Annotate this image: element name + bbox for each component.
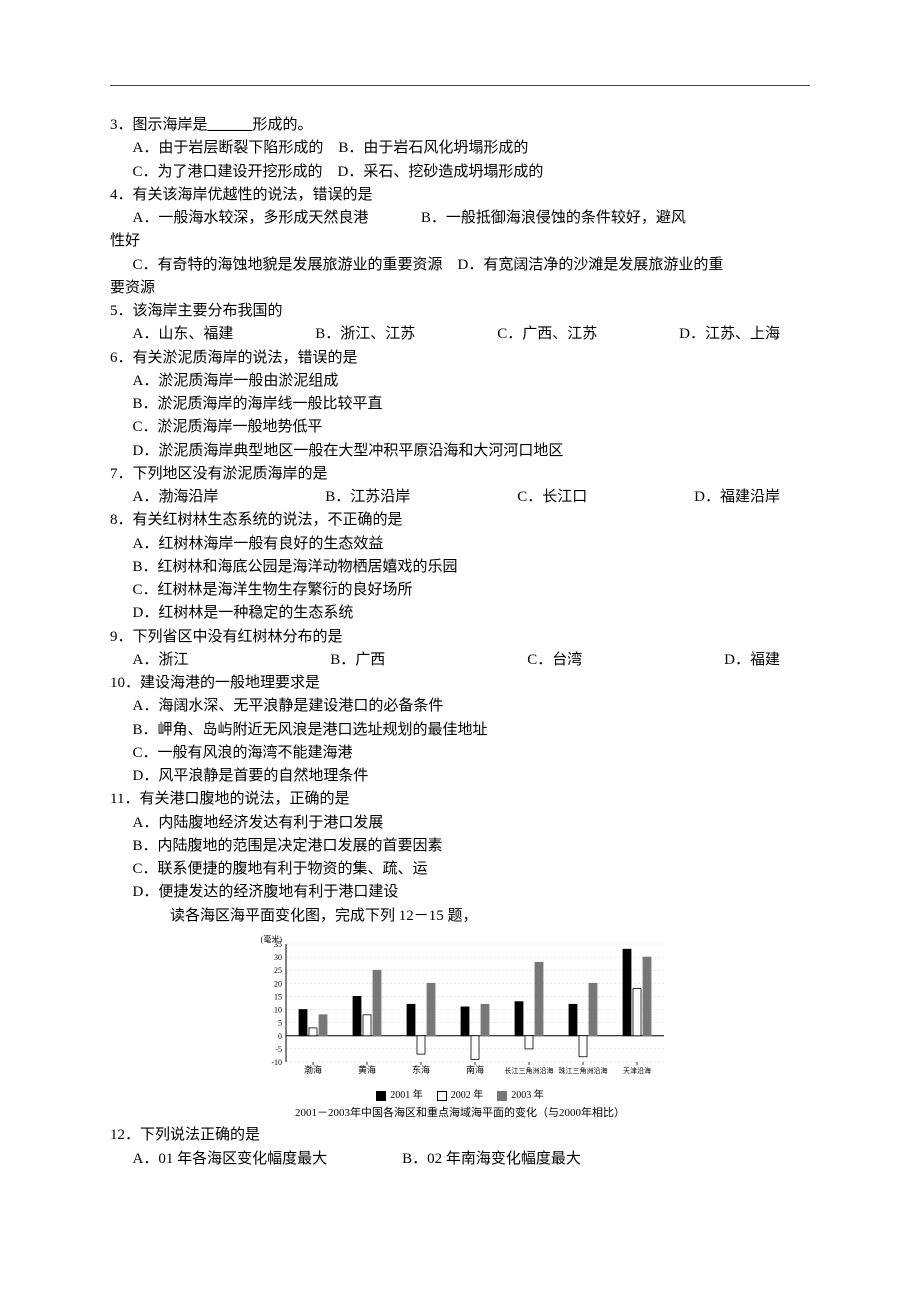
q11-opt-d: D．便捷发达的经济腹地有利于港口建设 bbox=[110, 881, 810, 904]
chart-caption: 2001－2003年中国各海区和重点海域海平面的变化（与2000年相比） bbox=[250, 1107, 670, 1120]
q7-opt-c: C．长江口 bbox=[517, 486, 587, 509]
q9-stem: 9．下列省区中没有红树林分布的是 bbox=[110, 626, 810, 649]
q3-blank: ______ bbox=[208, 117, 253, 133]
page-rule bbox=[110, 85, 810, 86]
q7-opt-a: A．渤海沿岸 bbox=[133, 486, 219, 509]
q9-opt-d: D．福建 bbox=[724, 649, 780, 672]
q6-opt-a: A．淤泥质海岸一般由淤泥组成 bbox=[110, 370, 810, 393]
q12-stem: 12．下列说法正确的是 bbox=[110, 1124, 810, 1147]
svg-text:0: 0 bbox=[278, 1032, 282, 1041]
q11-after: 读各海区海平面变化图，完成下列 12－15 题， bbox=[110, 905, 810, 928]
q3-opt-c: C．为了港口建设开挖形成的 bbox=[133, 164, 323, 180]
q3-stem-prefix: 3．图示海岸是 bbox=[110, 117, 208, 133]
svg-text:(毫米): (毫米) bbox=[261, 934, 283, 944]
q11-opt-b: B．内陆腹地的范围是决定港口发展的首要因素 bbox=[110, 835, 810, 858]
q4-line-ab: A．一般海水较深，多形成天然良港 B．一般抵御海浪侵蚀的条件较好，避风 bbox=[110, 207, 810, 230]
q5-opt-c: C．广西、江苏 bbox=[497, 323, 597, 346]
q12-opt-b: B．02 年南海变化幅度最大 bbox=[402, 1151, 581, 1167]
legend-2001: 2001 年 bbox=[376, 1088, 423, 1104]
q4-line-cd: C．有奇特的海蚀地貌是发展旅游业的重要资源 D．有宽阔洁净的沙滩是发展旅游业的重 bbox=[110, 254, 810, 277]
q5-options: A．山东、福建 B．浙江、江苏 C．广西、江苏 D．江苏、上海 bbox=[110, 323, 810, 346]
q5-opt-a: A．山东、福建 bbox=[133, 323, 234, 346]
q8-stem: 8．有关红树林生态系统的说法，不正确的是 bbox=[110, 509, 810, 532]
q5-opt-b: B．浙江、江苏 bbox=[315, 323, 415, 346]
sea-level-chart-svg: -10-505101520253035(毫米)渤海黄海东海南海长江三角洲沿海珠江… bbox=[250, 934, 670, 1084]
q4-opt-a: A．一般海水较深，多形成天然良港 bbox=[133, 210, 369, 226]
q3-options-line1: A．由于岩层断裂下陷形成的 B．由于岩石风化坍塌形成的 bbox=[110, 137, 810, 160]
q6-opt-b: B．淤泥质海岸的海岸线一般比较平直 bbox=[110, 393, 810, 416]
q8-opt-a: A．红树林海岸一般有良好的生态效益 bbox=[110, 533, 810, 556]
q3-options-line2: C．为了港口建设开挖形成的 D．采石、挖砂造成坍塌形成的 bbox=[110, 161, 810, 184]
q10-stem: 10．建设海港的一般地理要求是 bbox=[110, 672, 810, 695]
q4-d-cont: 要资源 bbox=[110, 277, 810, 300]
q7-stem: 7．下列地区没有淤泥质海岸的是 bbox=[110, 463, 810, 486]
q6-opt-d: D．淤泥质海岸典型地区一般在大型冲积平原沿海和大河河口地区 bbox=[110, 440, 810, 463]
q4-stem: 4．有关该海岸优越性的说法，错误的是 bbox=[110, 184, 810, 207]
q3-opt-b: B．由于岩石风化坍塌形成的 bbox=[338, 140, 528, 156]
q9-opt-b: B．广西 bbox=[330, 649, 385, 672]
svg-text:-5: -5 bbox=[275, 1045, 282, 1054]
q4-opt-b: B．一般抵御海浪侵蚀的条件较好，避风 bbox=[421, 210, 686, 226]
swatch-2003 bbox=[497, 1091, 507, 1101]
svg-text:30: 30 bbox=[274, 953, 282, 962]
legend-2001-label: 2001 年 bbox=[390, 1088, 423, 1104]
swatch-2002 bbox=[437, 1091, 447, 1101]
q10-opt-d: D．风平浪静是首要的自然地理条件 bbox=[110, 765, 810, 788]
q4-opt-d: D．有宽阔洁净的沙滩是发展旅游业的重 bbox=[458, 257, 724, 273]
legend-2002: 2002 年 bbox=[437, 1088, 484, 1104]
svg-text:10: 10 bbox=[274, 1005, 282, 1014]
svg-text:5: 5 bbox=[278, 1018, 282, 1027]
legend-2003: 2003 年 bbox=[497, 1088, 544, 1104]
svg-text:渤海: 渤海 bbox=[304, 1064, 322, 1075]
svg-text:25: 25 bbox=[274, 966, 282, 975]
svg-text:天津沿海: 天津沿海 bbox=[623, 1066, 651, 1075]
svg-text:南海: 南海 bbox=[466, 1064, 484, 1075]
sea-level-chart: -10-505101520253035(毫米)渤海黄海东海南海长江三角洲沿海珠江… bbox=[250, 934, 670, 1121]
svg-text:15: 15 bbox=[274, 992, 282, 1001]
q3-stem: 3．图示海岸是______形成的。 bbox=[110, 114, 810, 137]
q7-opt-b: B．江苏沿岸 bbox=[325, 486, 410, 509]
q8-opt-b: B．红树林和海底公园是海洋动物栖居嬉戏的乐园 bbox=[110, 556, 810, 579]
q8-opt-d: D．红树林是一种稳定的生态系统 bbox=[110, 602, 810, 625]
q9-opt-a: A．浙江 bbox=[133, 649, 189, 672]
legend-2002-label: 2002 年 bbox=[451, 1088, 484, 1104]
q3-opt-a: A．由于岩层断裂下陷形成的 bbox=[133, 140, 324, 156]
q6-opt-c: C．淤泥质海岸一般地势低平 bbox=[110, 416, 810, 439]
svg-text:珠江三角洲沿海: 珠江三角洲沿海 bbox=[559, 1066, 608, 1075]
q12-options: A．01 年各海区变化幅度最大 B．02 年南海变化幅度最大 bbox=[110, 1148, 810, 1171]
exam-page: 3．图示海岸是______形成的。 A．由于岩层断裂下陷形成的 B．由于岩石风化… bbox=[0, 0, 920, 1231]
q12-opt-a: A．01 年各海区变化幅度最大 bbox=[133, 1151, 328, 1167]
q7-options: A．渤海沿岸 B．江苏沿岸 C．长江口 D．福建沿岸 bbox=[110, 486, 810, 509]
chart-legend: 2001 年 2002 年 2003 年 bbox=[250, 1088, 670, 1104]
svg-text:长江三角洲沿海: 长江三角洲沿海 bbox=[505, 1066, 554, 1075]
q10-opt-b: B．岬角、岛屿附近无风浪是港口选址规划的最佳地址 bbox=[110, 719, 810, 742]
q9-opt-c: C．台湾 bbox=[527, 649, 582, 672]
q3-stem-suffix: 形成的。 bbox=[253, 117, 313, 133]
q8-opt-c: C．红树林是海洋生物生存繁衍的良好场所 bbox=[110, 579, 810, 602]
svg-text:-10: -10 bbox=[271, 1058, 282, 1067]
q10-opt-a: A．海阔水深、无平浪静是建设港口的必备条件 bbox=[110, 695, 810, 718]
q6-stem: 6．有关淤泥质海岸的说法，错误的是 bbox=[110, 347, 810, 370]
svg-text:东海: 东海 bbox=[412, 1064, 430, 1075]
q9-options: A．浙江 B．广西 C．台湾 D．福建 bbox=[110, 649, 810, 672]
q11-opt-a: A．内陆腹地经济发达有利于港口发展 bbox=[110, 812, 810, 835]
q10-opt-c: C．一般有风浪的海湾不能建海港 bbox=[110, 742, 810, 765]
q11-stem: 11．有关港口腹地的说法，正确的是 bbox=[110, 788, 810, 811]
q4-opt-c: C．有奇特的海蚀地貌是发展旅游业的重要资源 bbox=[133, 257, 443, 273]
q5-opt-d: D．江苏、上海 bbox=[679, 323, 780, 346]
q3-opt-d: D．采石、挖砂造成坍塌形成的 bbox=[338, 164, 544, 180]
svg-text:黄海: 黄海 bbox=[358, 1064, 376, 1075]
q7-opt-d: D．福建沿岸 bbox=[694, 486, 780, 509]
svg-text:20: 20 bbox=[274, 979, 282, 988]
q5-stem: 5．该海岸主要分布我国的 bbox=[110, 300, 810, 323]
legend-2003-label: 2003 年 bbox=[511, 1088, 544, 1104]
q4-b-cont: 性好 bbox=[110, 230, 810, 253]
q11-opt-c: C．联系便捷的腹地有利于物资的集、疏、运 bbox=[110, 858, 810, 881]
swatch-2001 bbox=[376, 1091, 386, 1101]
